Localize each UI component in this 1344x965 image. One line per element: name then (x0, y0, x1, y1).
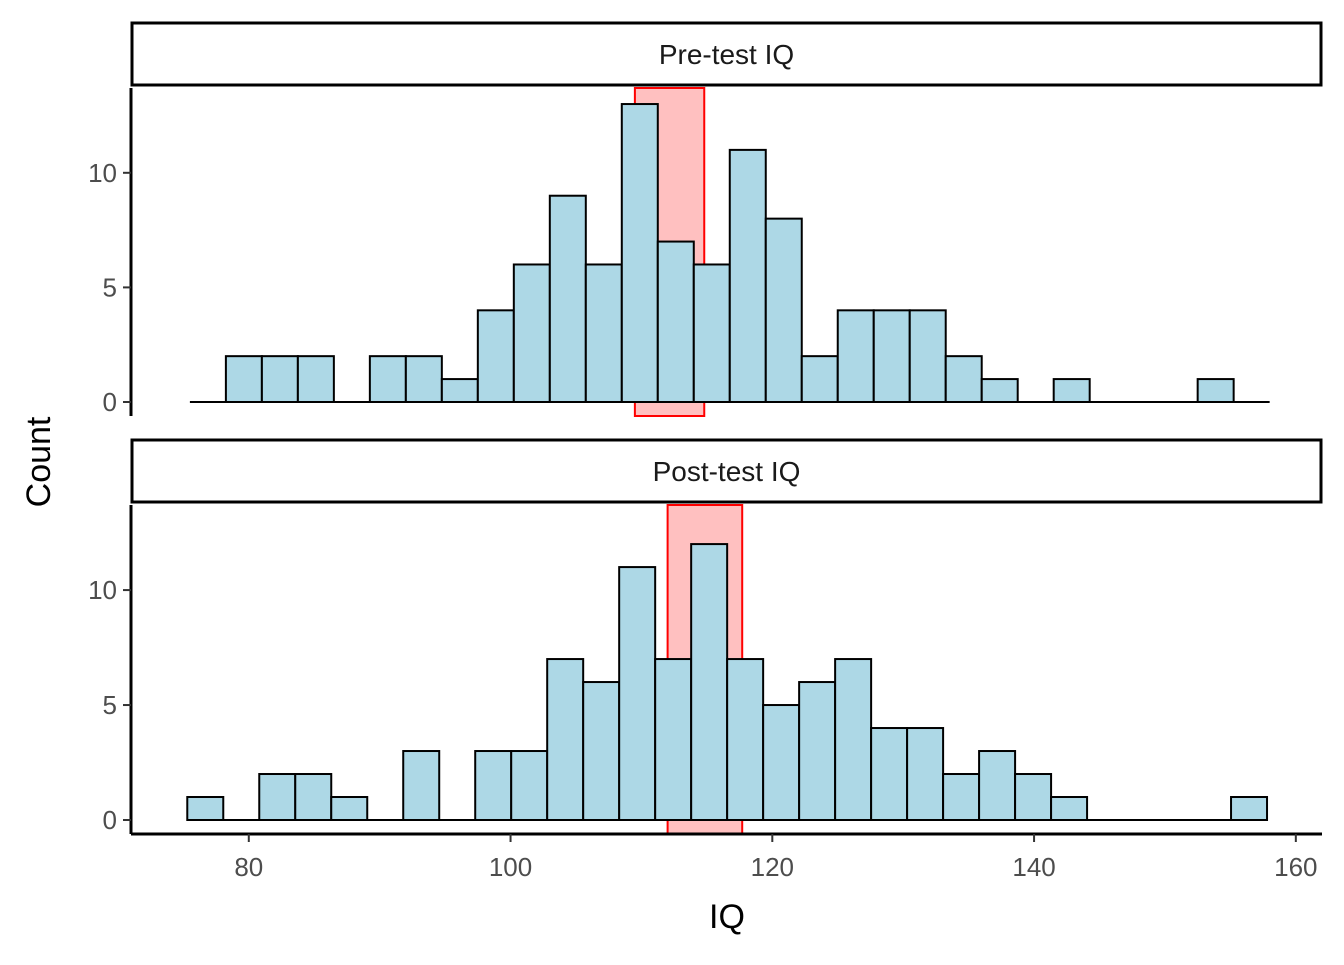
histogram-bar (728, 148, 767, 403)
histogram-bar (224, 355, 263, 403)
facet-strip (130, 21, 1323, 87)
histogram-bar (296, 355, 335, 403)
x-axis-title: IQ (709, 898, 745, 936)
histogram-bar (330, 796, 369, 822)
histogram-bar (692, 263, 731, 403)
histogram-bar (368, 355, 407, 403)
histogram-bar (654, 658, 693, 821)
x-tick-label: 100 (489, 852, 532, 882)
histogram-bar (582, 681, 621, 822)
histogram-bar (690, 543, 729, 821)
histogram-bar (1230, 796, 1269, 822)
histogram-bar (836, 309, 875, 403)
histogram-bar (1014, 773, 1053, 821)
histogram-bar (872, 309, 911, 403)
histogram-bar (618, 566, 657, 822)
histogram-bar (764, 217, 803, 403)
y-axis-title: Count (20, 416, 58, 507)
histogram-bar (944, 355, 983, 403)
y-tick-label: 5 (103, 272, 117, 302)
histogram-bar (404, 355, 443, 403)
histogram-bar (978, 750, 1017, 822)
y-tick-label: 5 (103, 690, 117, 720)
histogram-bar (942, 773, 981, 821)
facet-strip (130, 438, 1323, 504)
facet-strip-label: Pre-test IQ (659, 39, 794, 70)
y-tick-label: 0 (103, 387, 117, 417)
histogram-bar (260, 355, 299, 403)
facet-strip-label: Post-test IQ (653, 456, 801, 487)
x-tick-label: 160 (1274, 852, 1317, 882)
histogram-bar (186, 796, 225, 822)
x-tick-label: 120 (751, 852, 794, 882)
histogram-bar (402, 750, 441, 822)
histogram-bar (980, 378, 1019, 403)
histogram-bar (512, 263, 551, 403)
x-tick-label: 140 (1012, 852, 1055, 882)
histogram-bar (762, 704, 801, 821)
histogram-bar (1052, 378, 1091, 403)
y-tick-label: 0 (103, 805, 117, 835)
histogram-bar (800, 355, 839, 403)
histogram-bar (656, 240, 695, 403)
histogram-bar (870, 727, 909, 821)
histogram-bar (548, 194, 587, 403)
histogram-bar (798, 681, 837, 822)
histogram-bar (510, 750, 549, 822)
histogram-bar (1196, 378, 1235, 403)
histogram-bar (476, 309, 515, 403)
histogram-bar (906, 727, 945, 821)
histogram-bar (620, 103, 659, 403)
histogram-bar (726, 658, 765, 821)
histogram-bar (474, 750, 513, 822)
histogram-bar (440, 378, 479, 403)
histogram-bar (294, 773, 333, 821)
y-tick-label: 10 (88, 575, 117, 605)
x-tick-label: 80 (234, 852, 263, 882)
histogram-bar (1050, 796, 1089, 822)
histogram-bar (908, 309, 947, 403)
histogram-bar (546, 658, 585, 821)
histogram-bar (258, 773, 297, 821)
y-tick-label: 10 (88, 158, 117, 188)
histogram-bar (584, 263, 623, 403)
histogram-bar (834, 658, 873, 821)
